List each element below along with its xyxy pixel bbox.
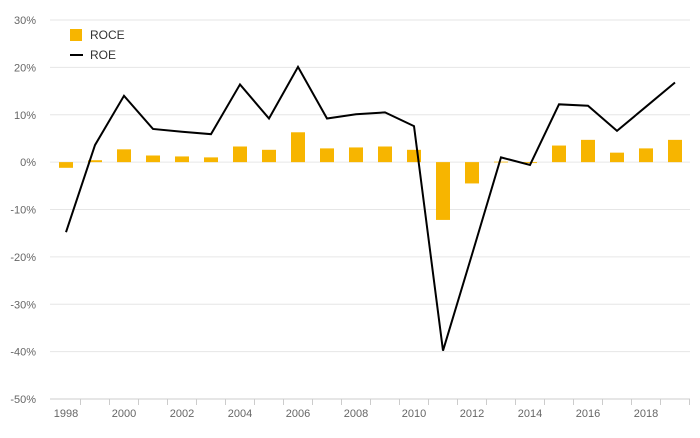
roce-bar — [523, 162, 537, 164]
y-tick-label: 10% — [14, 110, 36, 122]
roce-bar — [610, 152, 624, 163]
roe-line — [65, 64, 676, 351]
roce-bars — [59, 132, 682, 220]
axes: 30% 20% 10% 0% -10% -20% -30% -40% -50% 1998 2000 2… — [10, 15, 690, 420]
roce-bar — [146, 155, 160, 163]
x-tick-label: 2008 — [344, 408, 368, 420]
roce-bar — [59, 162, 73, 168]
x-tick-label: 2006 — [286, 408, 310, 420]
roce-bar — [117, 149, 131, 163]
roce-bar — [233, 146, 247, 163]
y-tick-label: -30% — [10, 299, 36, 311]
roce-bar — [494, 161, 508, 163]
y-tick-label: -50% — [10, 394, 36, 406]
y-tick-label: 20% — [14, 62, 36, 74]
y-tick-label: -40% — [10, 347, 36, 359]
legend-label-roce: ROCE — [90, 28, 125, 42]
legend: ROCE ROE — [70, 28, 125, 62]
roe-line-group — [65, 64, 676, 351]
roce-bar — [88, 160, 102, 163]
roce-bar — [349, 147, 363, 163]
roce-bar — [639, 148, 653, 163]
y-tick-label: -20% — [10, 252, 36, 264]
x-tick-label: 2000 — [112, 408, 136, 420]
y-tick-label: -10% — [10, 205, 36, 217]
roce-bar — [291, 132, 305, 163]
x-tick-label: 2012 — [460, 408, 484, 420]
roce-bar — [465, 162, 479, 184]
legend-label-roe: ROE — [90, 48, 116, 62]
roce-bar — [204, 157, 218, 163]
roce-bar — [320, 148, 334, 163]
roce-bar — [668, 139, 682, 163]
y-tick-label: 0% — [20, 157, 36, 169]
roce-bar — [552, 145, 566, 163]
roce-bar — [378, 146, 392, 163]
roce-bar — [262, 149, 276, 163]
legend-swatch-roce — [70, 29, 82, 41]
gridlines — [50, 19, 690, 353]
x-tick-label: 2016 — [576, 408, 600, 420]
roce-bar — [436, 162, 450, 220]
roce-bar — [581, 139, 595, 163]
x-tick-label: 2018 — [634, 408, 658, 420]
roce-bar — [175, 156, 189, 163]
x-tick-label: 2002 — [170, 408, 194, 420]
x-tick-label: 1998 — [54, 408, 78, 420]
x-tick-label: 2014 — [518, 408, 542, 420]
x-tick-label: 2010 — [402, 408, 426, 420]
y-tick-label: 30% — [14, 15, 36, 27]
x-tick-label: 2004 — [228, 408, 252, 420]
